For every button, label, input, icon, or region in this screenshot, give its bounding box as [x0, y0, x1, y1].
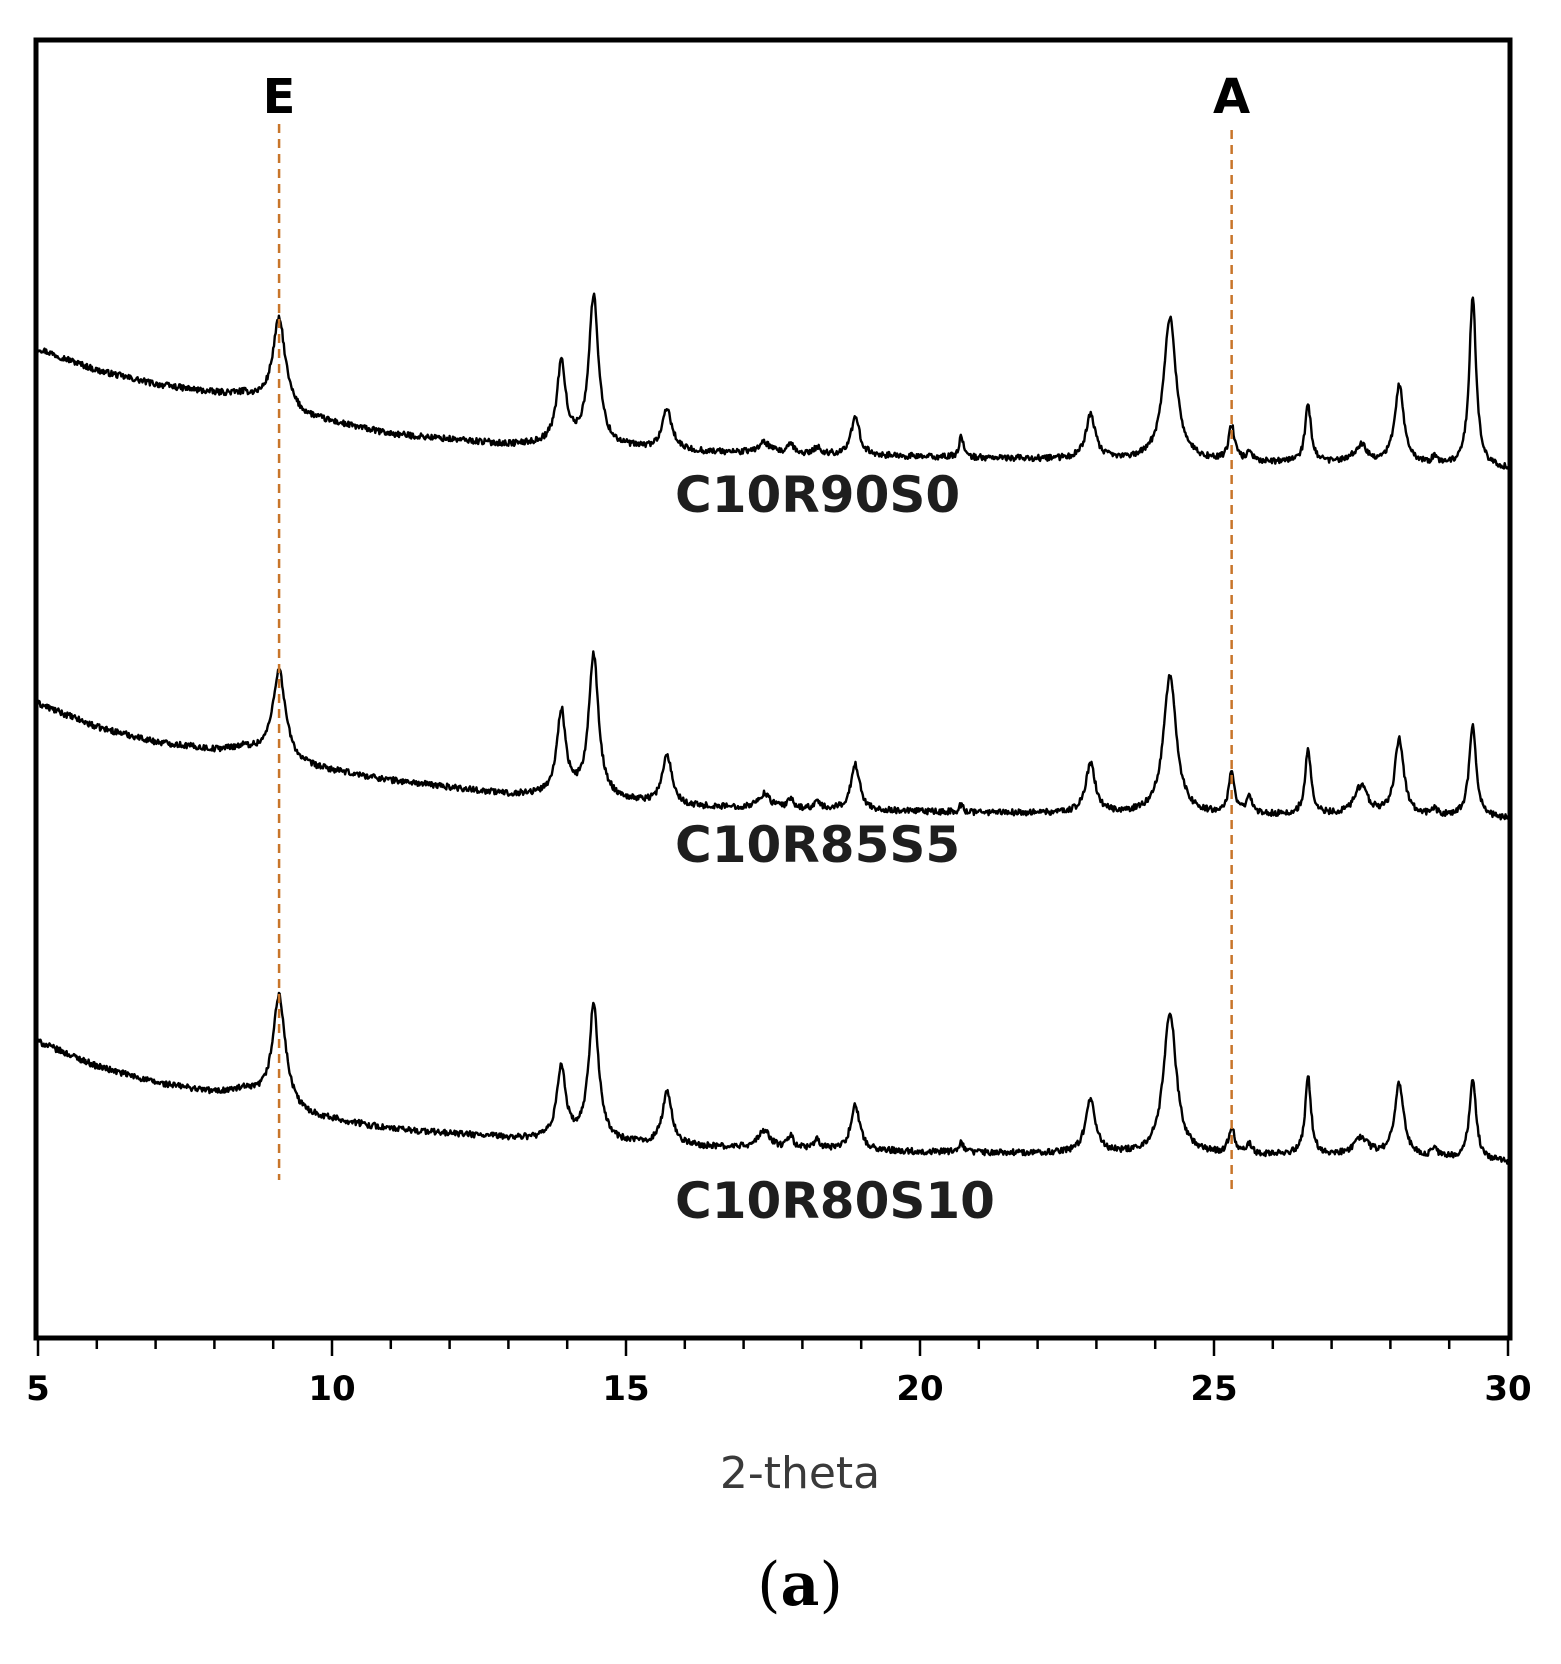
reference-label-E: E — [263, 69, 296, 125]
caption-close: ) — [819, 1550, 842, 1620]
reference-label-A: A — [1213, 69, 1250, 125]
series-labels: C10R90S0 C10R85S5 C10R80S10 — [675, 466, 995, 1230]
x-axis-label: 2-theta — [720, 1448, 880, 1499]
series-label-C10R80S10: C10R80S10 — [675, 1172, 995, 1230]
plot-frame — [33, 37, 1513, 1341]
caption-open: ( — [757, 1550, 780, 1620]
series-line-C10R80S10 — [36, 991, 1510, 1165]
figure-caption: (a) — [757, 1550, 843, 1620]
x-axis: 5 10 15 20 25 30 — [26, 1338, 1532, 1409]
x-tick-label-5: 5 — [26, 1369, 50, 1409]
xrd-traces — [36, 292, 1510, 1165]
x-tick-label-25: 25 — [1190, 1369, 1237, 1409]
caption-letter: a — [781, 1550, 820, 1620]
series-line-C10R85S5 — [36, 650, 1510, 821]
x-tick-label-20: 20 — [896, 1369, 943, 1409]
series-label-C10R85S5: C10R85S5 — [675, 816, 960, 874]
x-tick-label-30: 30 — [1484, 1369, 1531, 1409]
series-label-C10R90S0: C10R90S0 — [675, 466, 960, 524]
x-tick-label-10: 10 — [308, 1369, 355, 1409]
series-line-C10R90S0 — [36, 292, 1510, 470]
x-tick-label-15: 15 — [602, 1369, 649, 1409]
